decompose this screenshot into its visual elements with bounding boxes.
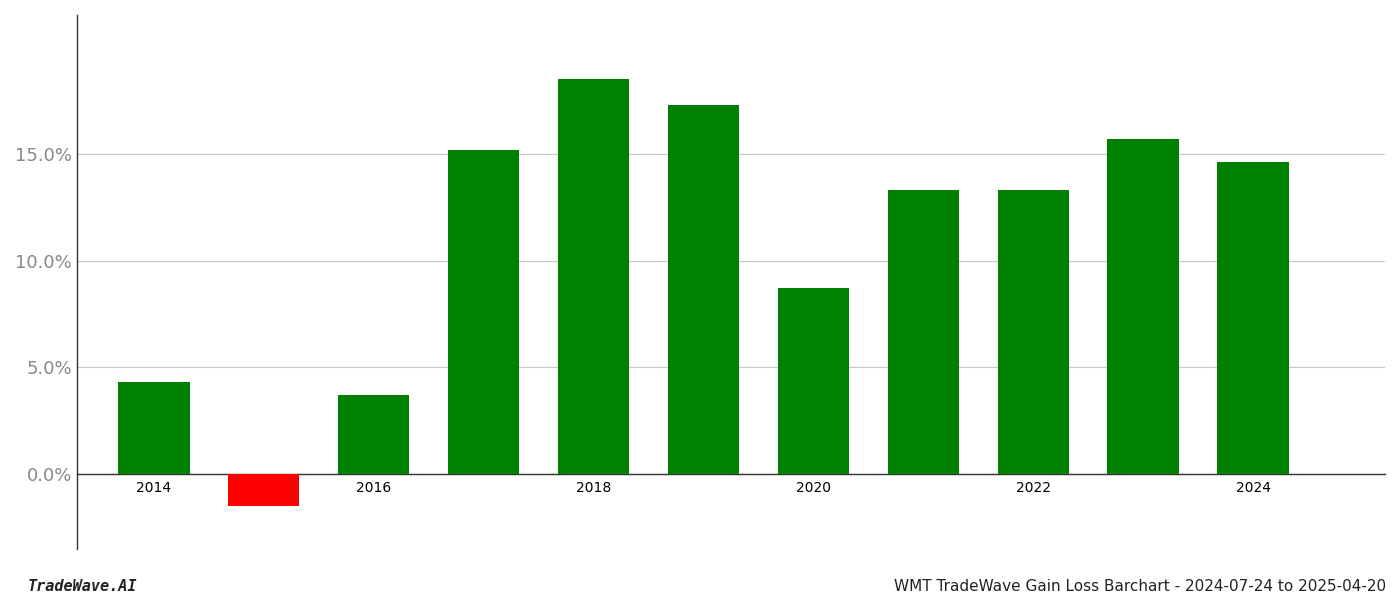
Bar <box>337 395 409 474</box>
Text: WMT TradeWave Gain Loss Barchart - 2024-07-24 to 2025-04-20: WMT TradeWave Gain Loss Barchart - 2024-… <box>893 579 1386 594</box>
Bar <box>557 79 629 474</box>
Bar <box>228 474 300 506</box>
Bar <box>118 382 189 474</box>
Bar <box>777 289 850 474</box>
Bar <box>668 105 739 474</box>
Bar <box>1218 163 1289 474</box>
Text: TradeWave.AI: TradeWave.AI <box>28 579 137 594</box>
Bar <box>448 149 519 474</box>
Bar <box>998 190 1070 474</box>
Bar <box>1107 139 1179 474</box>
Bar <box>888 190 959 474</box>
